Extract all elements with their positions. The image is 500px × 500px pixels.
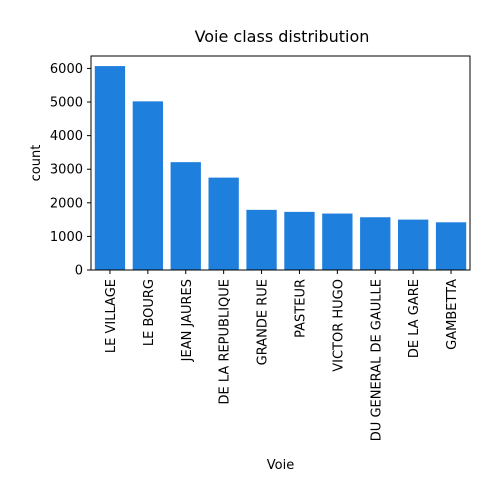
x-tick-label: PASTEUR <box>293 279 308 338</box>
bar-jean-jaures <box>170 162 201 270</box>
bar-gambetta <box>435 222 467 270</box>
bar-du-general-de-gaulle <box>360 217 391 270</box>
bar-pasteur <box>284 211 315 270</box>
y-tick-label: 0 <box>75 264 83 279</box>
y-tick-label: 4000 <box>50 129 83 144</box>
x-axis-label: Voie <box>267 458 294 473</box>
y-tick-label: 3000 <box>50 163 83 178</box>
bar-le-bourg <box>132 101 164 271</box>
bar-de-la-gare <box>397 219 429 270</box>
y-tick-label: 5000 <box>50 96 83 111</box>
bars-group <box>94 66 467 271</box>
bar-grande-rue <box>246 209 277 270</box>
x-axis: LE VILLAGE LE BOURG JEAN JAURES DE LA REPUB… <box>104 270 460 441</box>
y-tick-label: 2000 <box>50 196 83 211</box>
y-tick-label: 1000 <box>50 230 83 245</box>
x-tick-label: LE VILLAGE <box>104 279 119 353</box>
x-tick-label: GRANDE RUE <box>256 279 271 365</box>
plot-frame <box>90 55 471 271</box>
x-tick-label: DU GENERAL DE GAULLE <box>369 279 384 441</box>
bar-de-la-republique <box>208 177 239 270</box>
x-tick-label: LE BOURG <box>142 279 157 346</box>
x-tick-label: VICTOR HUGO <box>331 279 346 372</box>
x-tick-label: GAMBETTA <box>445 279 460 350</box>
y-tick-label: 6000 <box>50 62 83 77</box>
x-tick-label: DE LA REPUBLIQUE <box>218 279 233 404</box>
bar-le-village <box>94 66 126 270</box>
y-axis-label: count <box>29 145 44 182</box>
chart-title: Voie class distribution <box>195 27 370 46</box>
y-axis: 0 1000 2000 3000 4000 5000 6000 <box>50 62 91 279</box>
x-tick-label: JEAN JAURES <box>180 279 195 362</box>
x-tick-label: DE LA GARE <box>407 279 422 358</box>
bar-victor-hugo <box>322 213 353 270</box>
